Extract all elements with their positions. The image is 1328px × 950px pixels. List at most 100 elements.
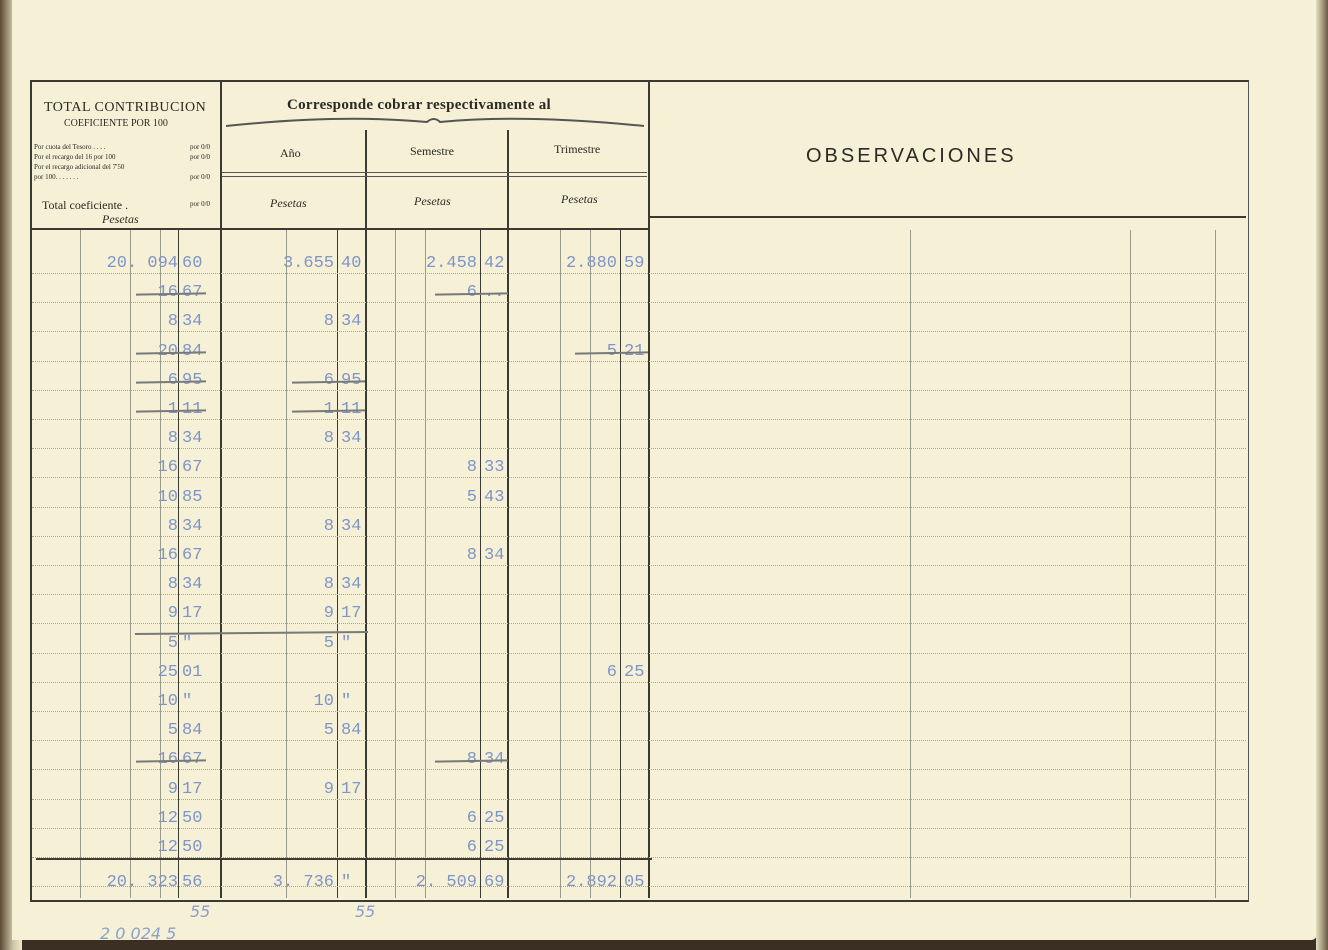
tri-pesetas: 2.892 [565, 873, 617, 892]
row-rule [32, 535, 1246, 537]
ano-pesetas: 3.655 [282, 254, 334, 273]
ano-pesetas: 8 [323, 312, 334, 332]
ruling-line [1215, 230, 1216, 898]
total-pesetas: 10 [157, 692, 178, 711]
ruling-line [160, 230, 161, 898]
ano-centimos: 84 [341, 721, 362, 741]
total-pesetas: 12 [157, 808, 178, 828]
ruling-line [130, 230, 131, 898]
sem-pesetas: 8 [466, 458, 477, 478]
sem-pesetas: 8 [466, 546, 477, 565]
ruling-line [560, 230, 561, 898]
tri-centimos: 25 [624, 662, 645, 682]
ano-centimos: " [341, 692, 352, 711]
ano-centimos: 34 [341, 312, 362, 332]
tri-pesetas: 2.880 [565, 254, 617, 273]
row-rule [32, 681, 1246, 683]
total-centimos: 34 [182, 575, 203, 595]
total-pesetas: 10 [157, 487, 178, 507]
row-rule [32, 827, 1246, 829]
decimal-divider [620, 230, 621, 898]
ano-centimos: 34 [341, 516, 362, 536]
total-pesetas: 12 [157, 838, 178, 857]
coef-line-label: Por el recargo adicional del 7'50 [34, 163, 125, 171]
handwritten-note: 55 [190, 902, 211, 921]
total-pesetas: 5 [167, 633, 178, 653]
sem-pesetas: 6 [466, 838, 477, 857]
coeficiente-title: COEFICIENTE POR 100 [64, 118, 168, 129]
total-pesetas: 20. 094 [106, 254, 178, 273]
ruling-line [395, 230, 396, 898]
row-rule [32, 740, 1246, 742]
ruling-line [910, 230, 911, 898]
total-centimos: 60 [182, 254, 203, 273]
coef-line-label: por 100. . . . . . . [34, 173, 79, 181]
total-centimos: 67 [182, 546, 203, 565]
ano-centimos: 40 [341, 254, 362, 273]
pesetas-total: Pesetas [102, 212, 139, 226]
ano-pesetas: 5 [323, 633, 334, 653]
trimestre-header: Trimestre [554, 142, 601, 156]
ano-pesetas: 8 [323, 429, 334, 449]
corresponde-title: Corresponde cobrar respectivamente al [287, 97, 551, 113]
row-rule [32, 857, 1246, 858]
row-rule [32, 594, 1246, 596]
header-double-line [222, 172, 647, 177]
total-centimos: 84 [182, 721, 203, 741]
row-rule [32, 886, 1246, 888]
observaciones-header: OBSERVACIONES [806, 145, 1017, 167]
total-pesetas: 25 [157, 662, 178, 682]
ano-pesetas: 3. 736 [272, 873, 334, 892]
ruling-line [80, 230, 81, 898]
total-pesetas: 9 [167, 779, 178, 799]
ano-pesetas: 8 [323, 575, 334, 595]
ano-pesetas: 9 [323, 779, 334, 799]
handwritten-note: 55 [355, 902, 376, 921]
total-centimos: " [182, 633, 193, 653]
row-rule [32, 711, 1246, 712]
ruling-line [1130, 230, 1131, 898]
ano-pesetas: 9 [323, 604, 334, 624]
totals-line [36, 858, 652, 860]
total-pesetas: 9 [167, 604, 178, 624]
sem-pesetas: 2. 509 [415, 873, 477, 892]
sem-centimos: 25 [484, 838, 505, 857]
total-coeficiente-label: Total coeficiente . [42, 198, 129, 212]
ano-centimos: 34 [341, 575, 362, 595]
row-rule [32, 565, 1246, 566]
total-pesetas: 16 [157, 546, 178, 565]
ano-header: Año [280, 146, 301, 160]
coef-line-label: Por cuota del Tesoro . . . . [34, 143, 106, 151]
sem-centimos: 69 [484, 873, 505, 892]
total-pesetas: 8 [167, 312, 178, 332]
handwritten-note: 2 0 024 5 [100, 924, 177, 943]
ano-centimos: 17 [341, 779, 362, 799]
total-pesetas: 20. 323 [106, 873, 178, 892]
pesetas-semestre: Pesetas [414, 194, 451, 208]
semestre-header: Semestre [410, 144, 454, 158]
sem-centimos: 42 [484, 254, 505, 273]
ano-centimos: 34 [341, 429, 362, 449]
total-pesetas: 8 [167, 516, 178, 536]
pesetas-ano: Pesetas [270, 196, 307, 210]
total-centimos: 50 [182, 838, 203, 857]
row-rule [32, 273, 1246, 274]
row-rule [32, 477, 1246, 479]
sem-centimos: 43 [484, 487, 505, 507]
total-centimos: 85 [182, 487, 203, 507]
decimal-divider [480, 230, 481, 898]
ruling-line [286, 230, 287, 898]
decimal-divider [337, 230, 338, 898]
total-centimos: 50 [182, 808, 203, 828]
ruling-line [425, 230, 426, 898]
ano-pesetas: 5 [323, 721, 334, 741]
row-rule [32, 769, 1246, 771]
column-divider [365, 130, 367, 898]
row-rule [32, 798, 1246, 800]
ano-pesetas: 8 [323, 516, 334, 536]
ledger-table-frame [30, 80, 1249, 902]
total-centimos: " [182, 692, 193, 711]
ano-centimos: " [341, 633, 352, 653]
sem-centimos: 34 [484, 546, 505, 565]
total-centimos: 34 [182, 516, 203, 536]
